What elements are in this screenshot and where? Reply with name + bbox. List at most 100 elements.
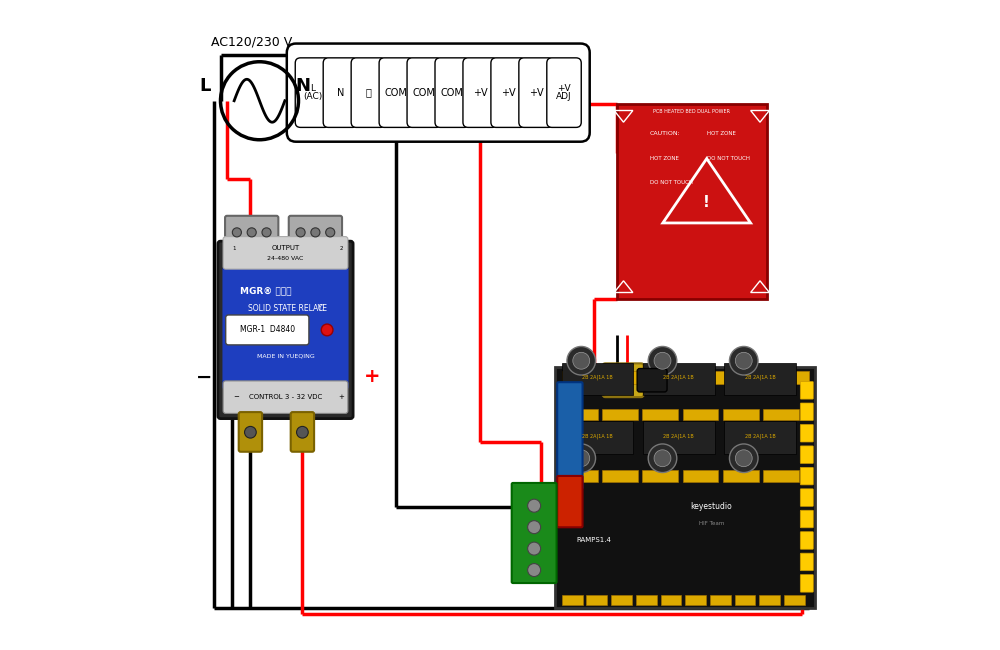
Text: N: N	[337, 88, 344, 97]
FancyBboxPatch shape	[687, 370, 705, 383]
FancyBboxPatch shape	[724, 421, 796, 454]
FancyBboxPatch shape	[770, 370, 788, 383]
FancyBboxPatch shape	[645, 370, 663, 383]
Text: ⏛: ⏛	[365, 88, 371, 97]
FancyBboxPatch shape	[800, 510, 813, 528]
FancyBboxPatch shape	[723, 471, 759, 482]
FancyBboxPatch shape	[683, 471, 718, 482]
Circle shape	[247, 228, 256, 237]
Circle shape	[528, 542, 541, 555]
FancyBboxPatch shape	[435, 58, 469, 127]
FancyBboxPatch shape	[763, 408, 799, 420]
FancyBboxPatch shape	[603, 370, 622, 383]
Text: +V: +V	[529, 88, 543, 97]
Circle shape	[648, 346, 677, 375]
Text: HOT ZONE: HOT ZONE	[650, 156, 679, 161]
FancyBboxPatch shape	[643, 421, 714, 454]
FancyBboxPatch shape	[323, 58, 358, 127]
FancyBboxPatch shape	[379, 58, 414, 127]
Text: SOLID STATE RELAY: SOLID STATE RELAY	[248, 304, 323, 313]
Text: N: N	[295, 77, 310, 95]
FancyBboxPatch shape	[239, 412, 262, 452]
Text: 2: 2	[339, 246, 343, 251]
Circle shape	[262, 228, 271, 237]
FancyBboxPatch shape	[800, 382, 813, 399]
FancyBboxPatch shape	[749, 370, 767, 383]
Text: 2B 2A|1A 1B: 2B 2A|1A 1B	[745, 434, 775, 439]
FancyBboxPatch shape	[800, 446, 813, 463]
FancyBboxPatch shape	[218, 241, 353, 419]
FancyBboxPatch shape	[586, 595, 607, 604]
Text: 1: 1	[232, 246, 236, 251]
Text: 2B 2A|1A 1B: 2B 2A|1A 1B	[663, 375, 694, 380]
Text: −: −	[234, 394, 239, 400]
Circle shape	[528, 499, 541, 512]
FancyBboxPatch shape	[763, 471, 799, 482]
Text: MADE IN YUEQING: MADE IN YUEQING	[257, 354, 314, 359]
Circle shape	[654, 450, 671, 467]
FancyBboxPatch shape	[735, 595, 755, 604]
Text: AC120/230 V: AC120/230 V	[211, 36, 292, 49]
Circle shape	[245, 426, 256, 438]
FancyBboxPatch shape	[407, 58, 442, 127]
FancyBboxPatch shape	[287, 44, 590, 142]
FancyBboxPatch shape	[666, 370, 684, 383]
Text: +V
ADJ: +V ADJ	[556, 84, 572, 101]
FancyBboxPatch shape	[562, 408, 598, 420]
Text: HOT ZONE: HOT ZONE	[707, 131, 736, 136]
FancyBboxPatch shape	[603, 363, 644, 397]
Text: DO NOT TOUCH: DO NOT TOUCH	[650, 179, 693, 185]
FancyBboxPatch shape	[562, 595, 583, 604]
Text: 2B 2A|1A 1B: 2B 2A|1A 1B	[582, 375, 613, 380]
Text: keyestudio: keyestudio	[690, 502, 732, 512]
Text: +V: +V	[501, 88, 515, 97]
Text: CAUTION:: CAUTION:	[650, 131, 681, 136]
FancyBboxPatch shape	[557, 382, 583, 489]
FancyBboxPatch shape	[759, 595, 780, 604]
FancyBboxPatch shape	[707, 370, 726, 383]
Text: OUTPUT: OUTPUT	[271, 245, 300, 252]
FancyBboxPatch shape	[800, 489, 813, 506]
Text: L
(AC): L (AC)	[303, 84, 322, 101]
FancyBboxPatch shape	[724, 363, 796, 395]
Text: L: L	[200, 77, 211, 95]
Text: 24-480 VAC: 24-480 VAC	[267, 255, 304, 261]
FancyBboxPatch shape	[710, 595, 731, 604]
FancyBboxPatch shape	[800, 467, 813, 485]
FancyBboxPatch shape	[225, 216, 278, 249]
Text: !: !	[703, 195, 710, 210]
Circle shape	[654, 352, 671, 369]
FancyBboxPatch shape	[685, 595, 706, 604]
Text: COM: COM	[385, 88, 408, 97]
FancyBboxPatch shape	[643, 363, 714, 395]
Text: COM: COM	[441, 88, 464, 97]
Circle shape	[232, 228, 241, 237]
FancyBboxPatch shape	[223, 381, 348, 413]
Text: 2B 2A|1A 1B: 2B 2A|1A 1B	[582, 434, 613, 439]
FancyBboxPatch shape	[791, 370, 809, 383]
FancyBboxPatch shape	[351, 58, 386, 127]
FancyBboxPatch shape	[637, 369, 667, 392]
Text: −: −	[196, 367, 213, 387]
FancyBboxPatch shape	[555, 367, 815, 608]
Circle shape	[528, 521, 541, 534]
Circle shape	[326, 228, 335, 237]
Circle shape	[729, 444, 758, 473]
FancyBboxPatch shape	[562, 370, 580, 383]
Circle shape	[729, 346, 758, 375]
FancyBboxPatch shape	[642, 471, 678, 482]
FancyBboxPatch shape	[617, 104, 767, 299]
Circle shape	[573, 450, 590, 467]
FancyBboxPatch shape	[226, 315, 309, 345]
Text: +: +	[364, 367, 380, 387]
FancyBboxPatch shape	[512, 483, 557, 583]
FancyBboxPatch shape	[800, 424, 813, 442]
FancyBboxPatch shape	[642, 408, 678, 420]
FancyBboxPatch shape	[223, 237, 348, 269]
Text: PCB HEATED BED DUAL POWER: PCB HEATED BED DUAL POWER	[653, 109, 730, 114]
Text: CE: CE	[318, 304, 328, 313]
Circle shape	[567, 444, 596, 473]
Text: DO NOT TOUCH: DO NOT TOUCH	[707, 156, 750, 161]
Text: 2B 2A|1A 1B: 2B 2A|1A 1B	[663, 434, 694, 439]
FancyBboxPatch shape	[636, 595, 657, 604]
